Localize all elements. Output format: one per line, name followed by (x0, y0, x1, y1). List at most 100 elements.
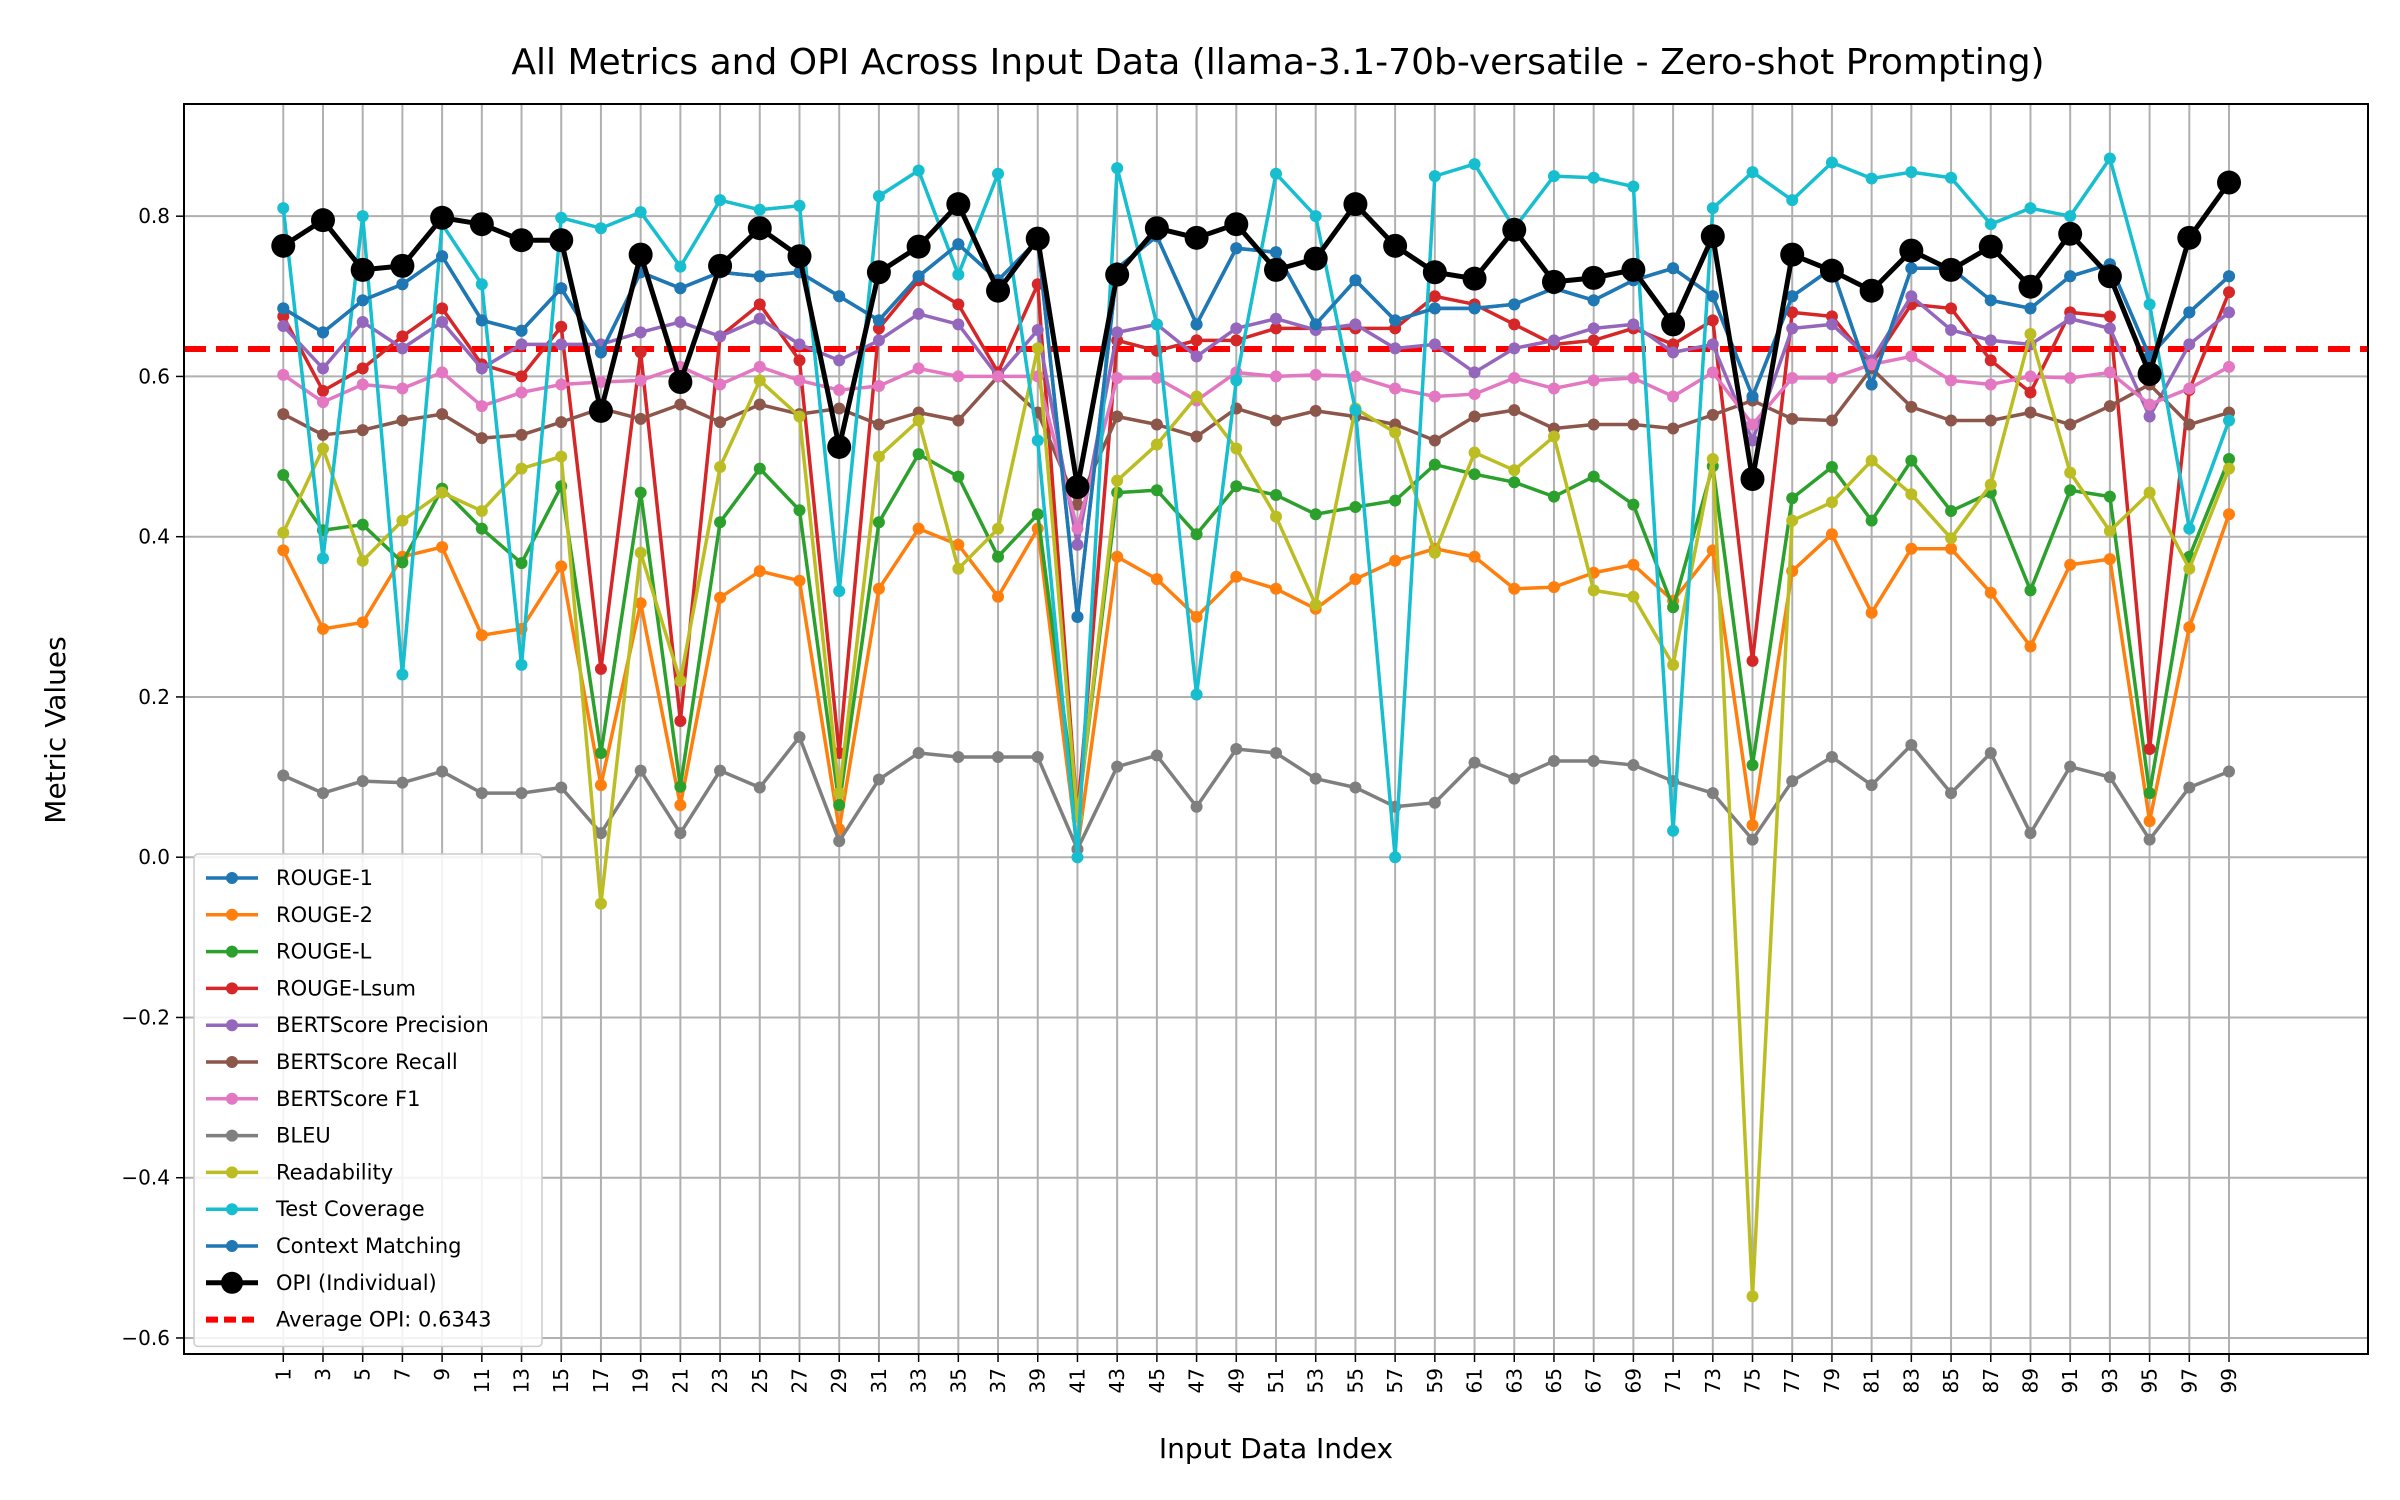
data-point (1945, 374, 1958, 387)
data-point (1706, 314, 1719, 327)
data-point (1587, 374, 1600, 387)
data-point (475, 432, 488, 445)
x-tick-label: 11 (470, 1368, 494, 1393)
data-point (1468, 756, 1481, 769)
data-point (753, 298, 766, 311)
data-point (356, 362, 369, 375)
legend: ROUGE-1 ROUGE-2 ROUGE-L ROUGE-Lsum BERTScore… (193, 853, 543, 1348)
data-point (2024, 302, 2037, 315)
data-point (1984, 354, 1997, 367)
x-tick-label: 29 (827, 1368, 851, 1393)
data-point (1071, 610, 1084, 623)
data-point (2137, 362, 2162, 387)
data-point (1270, 167, 1282, 180)
data-point (396, 278, 409, 291)
data-point (396, 342, 409, 355)
data-point (1899, 238, 1924, 263)
data-point (475, 278, 488, 291)
data-point (1825, 460, 1838, 473)
data-point (1939, 257, 1964, 282)
data-point (634, 597, 647, 610)
data-point (2024, 584, 2037, 597)
data-point (2223, 508, 2236, 521)
data-point (872, 190, 885, 203)
data-point (872, 418, 885, 431)
data-point (912, 522, 925, 535)
data-point (1389, 851, 1402, 864)
x-tick-label: 7 (390, 1368, 414, 1381)
legend-label: OPI (Individual) (276, 1271, 437, 1295)
data-point (1428, 546, 1441, 559)
data-point (2183, 338, 2196, 351)
data-point (1071, 522, 1084, 535)
x-tick-label: 65 (1542, 1368, 1566, 1393)
data-point (436, 315, 449, 328)
data-point (1706, 787, 1719, 800)
data-point (2024, 202, 2037, 215)
data-point (1508, 464, 1521, 477)
data-point (952, 562, 965, 575)
data-point (1786, 514, 1799, 527)
data-point (396, 414, 409, 427)
data-point (1945, 323, 1958, 336)
data-point (1661, 312, 1686, 337)
data-point (1547, 430, 1560, 443)
data-point (1984, 334, 1997, 347)
data-point (1031, 342, 1044, 355)
x-tick-label: 61 (1463, 1368, 1487, 1393)
data-point (316, 326, 329, 339)
data-point (277, 468, 290, 481)
data-point (2177, 225, 2202, 250)
data-point (436, 486, 449, 499)
legend-marker (226, 945, 238, 958)
data-point (277, 319, 290, 332)
data-point (1389, 382, 1402, 395)
series-line (281, 156, 2231, 859)
data-point (1706, 366, 1719, 379)
legend-label: ROUGE-L (276, 940, 372, 964)
legend-item: BLEU (206, 1124, 331, 1148)
x-tick-label: 1 (271, 1368, 295, 1381)
data-point (475, 362, 488, 375)
data-point (1984, 218, 1997, 231)
data-point (1706, 202, 1719, 215)
series-test-coverage (277, 152, 2236, 864)
data-point (1819, 258, 1844, 283)
data-point (1468, 446, 1481, 459)
data-point (714, 591, 727, 604)
data-point (793, 410, 806, 423)
data-point (1587, 584, 1600, 597)
data-point (1150, 484, 1163, 497)
data-point (515, 386, 528, 399)
data-point (1389, 494, 1402, 507)
x-tick-label: 47 (1185, 1368, 1209, 1393)
data-point (1984, 414, 1997, 427)
data-point (1984, 294, 1997, 307)
legend-label: BLEU (276, 1124, 331, 1148)
data-point (872, 334, 885, 347)
data-point (2103, 322, 2116, 335)
data-point (1547, 755, 1560, 768)
legend-label: Readability (276, 1160, 393, 1184)
data-point (1667, 422, 1680, 435)
data-point (436, 765, 449, 778)
data-point (1111, 326, 1124, 339)
data-point (2024, 327, 2037, 340)
data-point (1825, 751, 1838, 764)
data-point (356, 554, 369, 567)
data-point (1190, 430, 1203, 443)
data-point (1667, 390, 1680, 403)
data-point (1071, 851, 1084, 864)
data-point (1071, 498, 1084, 511)
data-point (1627, 372, 1640, 385)
data-point (1309, 318, 1322, 331)
data-point (555, 338, 568, 351)
data-point (1587, 470, 1600, 483)
data-point (952, 538, 965, 551)
data-point (1746, 166, 1759, 179)
data-point (1468, 468, 1481, 481)
data-point (1230, 480, 1243, 493)
data-point (1349, 404, 1362, 417)
data-point (1786, 290, 1799, 303)
data-point (1865, 378, 1878, 391)
